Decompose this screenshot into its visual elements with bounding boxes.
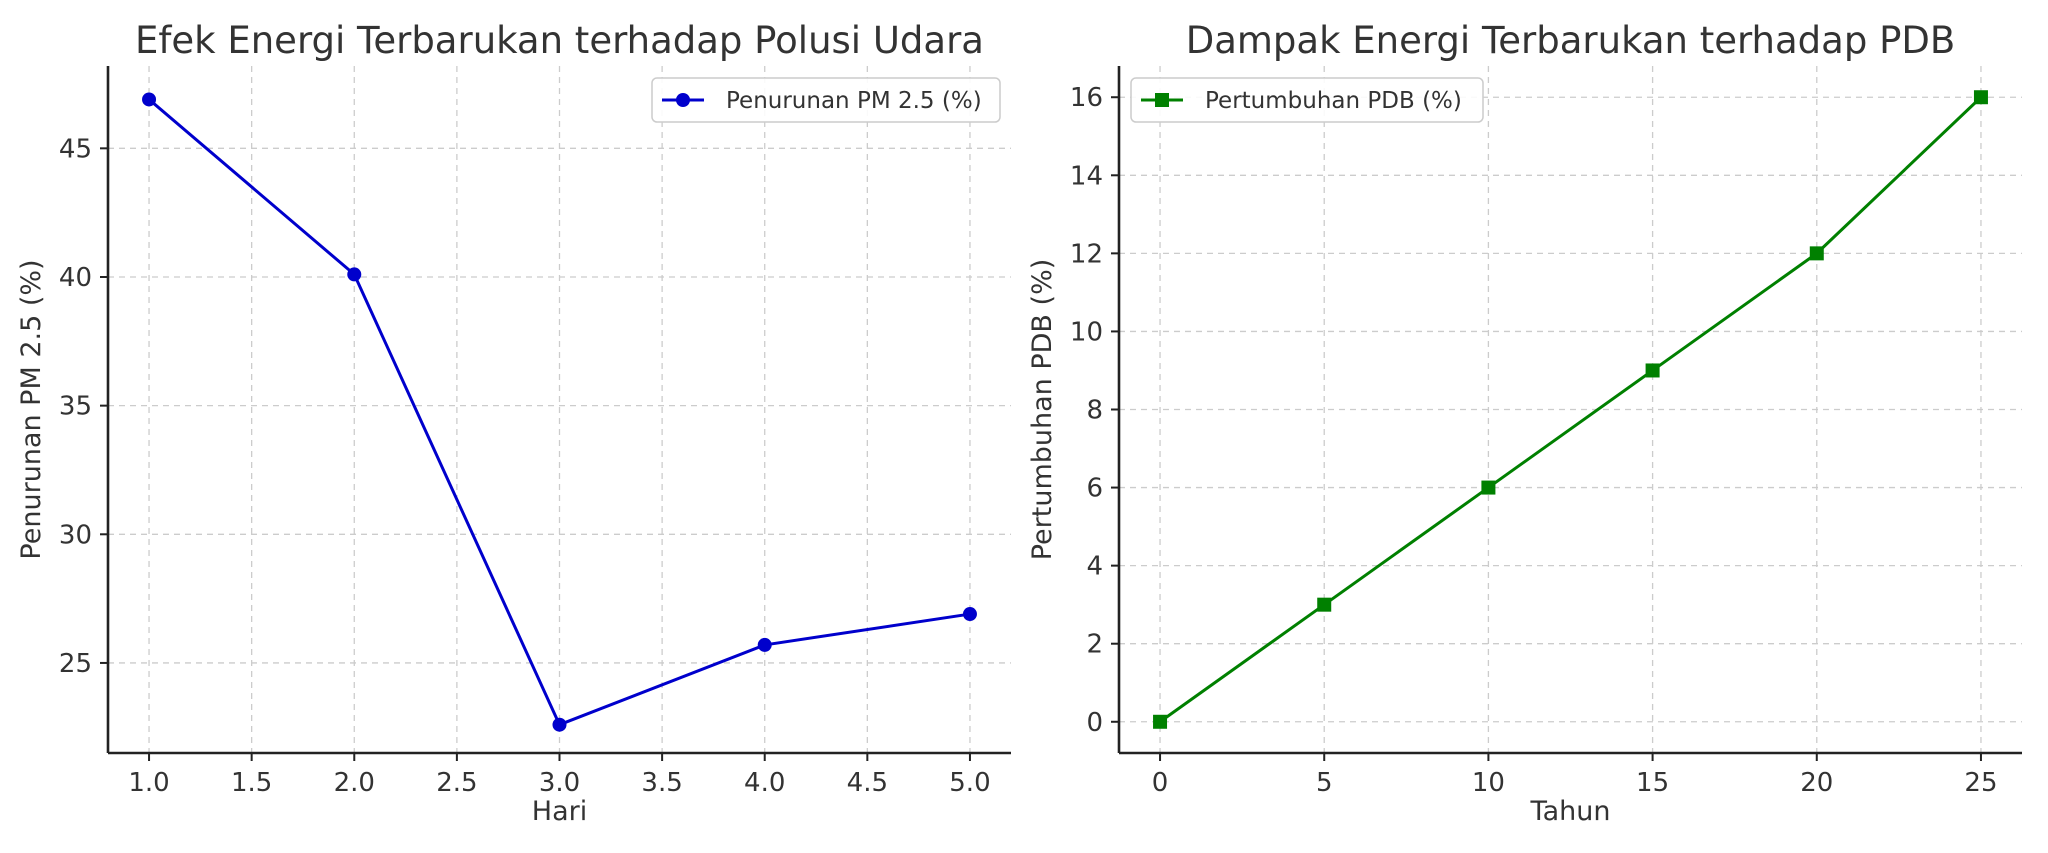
x-tick-label: 1.0: [128, 768, 169, 798]
legend-box: [651, 77, 1001, 123]
x-tick-label: 3.5: [641, 768, 682, 798]
x-tick-label: 5: [1316, 768, 1333, 798]
data-point: [1153, 714, 1168, 729]
y-tick-label: 45: [59, 134, 92, 164]
data-point: [1645, 363, 1660, 378]
legend-box: [1130, 77, 1484, 123]
chart-title: Efek Energi Terbarukan terhadap Polusi U…: [135, 19, 984, 62]
y-tick-label: 35: [59, 392, 92, 422]
legend-marker: [1155, 93, 1169, 107]
x-tick-label: 4.0: [744, 768, 785, 798]
y-tick-label: 2: [1086, 630, 1103, 660]
x-axis-label: Tahun: [1530, 796, 1611, 827]
y-tick-label: 12: [1070, 239, 1103, 269]
y-axis-label: Pertumbuhan PDB (%): [1027, 259, 1058, 561]
legend-label: Pertumbuhan PDB (%): [1205, 88, 1462, 114]
x-axis-label: Hari: [532, 796, 587, 827]
x-tick-label: 15: [1636, 768, 1669, 798]
chart-polusi-udara: 1.0 1.5 2.0 2.5 3.0 3.5 4.0 4.5 5.0 25 30 35 40 45 Efe…: [16, 19, 1011, 827]
data-point: [1481, 480, 1496, 495]
data-point: [757, 637, 772, 652]
x-tick-label: 5.0: [949, 768, 990, 798]
data-point: [962, 607, 977, 622]
y-tick-label: 16: [1070, 83, 1103, 113]
x-tick-label: 4.5: [847, 768, 888, 798]
x-tick-label: 10: [1472, 768, 1505, 798]
series-line: [1159, 96, 1982, 723]
y-tick-label: 10: [1070, 317, 1103, 347]
data-point: [552, 717, 567, 732]
y-tick-label: 0: [1086, 708, 1103, 738]
data-point: [1809, 246, 1824, 261]
y-tick-label: 25: [59, 649, 92, 679]
y-tick-label: 30: [59, 520, 92, 550]
x-tick-label: 25: [1964, 768, 1997, 798]
legend-marker: [676, 93, 690, 107]
legend-label: Penurunan PM 2.5 (%): [726, 88, 982, 114]
data-point: [347, 267, 362, 282]
chart-pdb: 0 5 10 15 20 25 0 2 4 6 8 10 12 14 16 Dampak Energi Ter…: [1027, 19, 2022, 827]
x-tick-label: 0: [1152, 768, 1169, 798]
x-tick-label: 1.5: [231, 768, 272, 798]
x-tick-label: 2.0: [334, 768, 375, 798]
y-tick-label: 4: [1086, 552, 1103, 582]
y-axis-label: Penurunan PM 2.5 (%): [16, 259, 47, 559]
data-point: [142, 92, 157, 107]
x-tick-label: 20: [1800, 768, 1833, 798]
x-tick-label: 2.5: [436, 768, 477, 798]
x-tick-label: 3.0: [539, 768, 580, 798]
data-point: [1973, 90, 1988, 105]
chart-title: Dampak Energi Terbarukan terhadap PDB: [1186, 19, 1956, 62]
y-tick-label: 14: [1070, 161, 1103, 191]
y-tick-label: 8: [1086, 396, 1103, 426]
y-tick-label: 40: [59, 263, 92, 293]
data-point: [1317, 597, 1332, 612]
y-tick-label: 6: [1086, 474, 1103, 504]
